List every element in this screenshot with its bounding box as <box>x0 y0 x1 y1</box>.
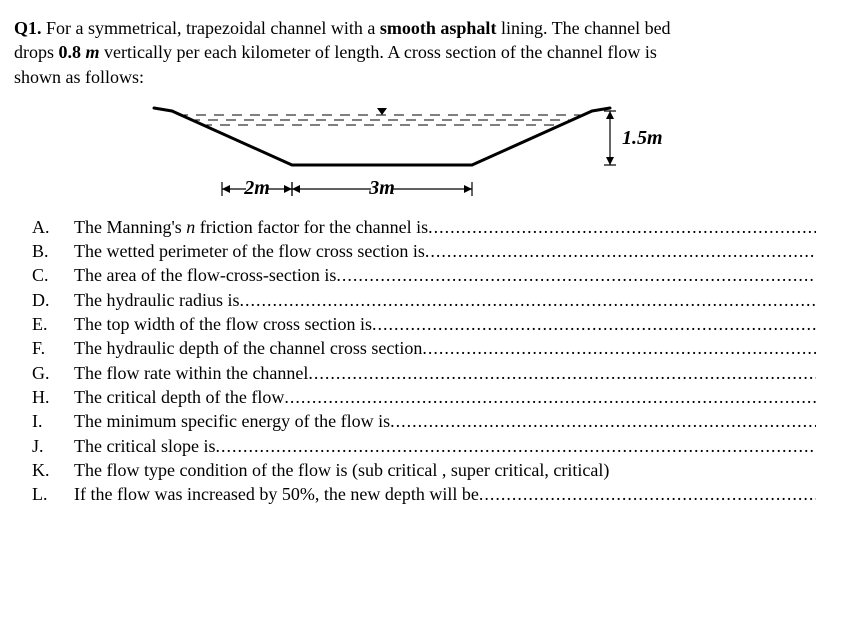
dot-leader <box>239 288 816 312</box>
item-letter: J. <box>32 434 74 458</box>
channel-diagram: 2m 3m 1.5m <box>137 95 697 205</box>
svg-text:1.5m: 1.5m <box>622 127 663 149</box>
item-letter: L. <box>32 482 74 506</box>
header-text-2a: drops <box>14 42 59 62</box>
header-ital-2: m <box>86 42 100 62</box>
dot-leader <box>479 482 816 506</box>
question-list: A.The Manning's n friction factor for th… <box>14 215 820 507</box>
header-text-3: shown as follows: <box>14 67 144 87</box>
question-item: L.If the flow was increased by 50%, the … <box>32 482 816 506</box>
item-text: The Manning's n friction factor for the … <box>74 215 428 239</box>
item-text: The hydraulic radius is <box>74 288 239 312</box>
question-item: B.The wetted perimeter of the flow cross… <box>32 239 816 263</box>
item-letter: F. <box>32 336 74 360</box>
item-letter: H. <box>32 385 74 409</box>
dot-leader <box>372 312 816 336</box>
question-item: G.The flow rate within the channel <box>32 361 816 385</box>
item-text: The area of the flow-cross-section is <box>74 263 336 287</box>
item-letter: A. <box>32 215 74 239</box>
question-item: J.The critical slope is <box>32 434 816 458</box>
dot-leader <box>428 215 816 239</box>
header-text-1a: For a symmetrical, trapezoidal channel w… <box>42 18 380 38</box>
dot-leader <box>215 434 816 458</box>
dot-leader <box>308 361 816 385</box>
item-letter: C. <box>32 263 74 287</box>
question-item: K.The flow type condition of the flow is… <box>32 458 816 482</box>
dot-leader <box>284 385 816 409</box>
item-letter: E. <box>32 312 74 336</box>
dot-leader <box>422 336 816 360</box>
item-text: The critical slope is <box>74 434 215 458</box>
header-text-1b: lining. The channel bed <box>496 18 670 38</box>
channel-diagram-wrap: 2m 3m 1.5m <box>14 95 820 205</box>
item-text: The critical depth of the flow <box>74 385 284 409</box>
header-bold-2: 0.8 <box>59 42 86 62</box>
dot-leader <box>336 263 816 287</box>
item-letter: K. <box>32 458 74 482</box>
question-item: C.The area of the flow-cross-section is <box>32 263 816 287</box>
italic-n: n <box>186 217 195 237</box>
svg-text:3m: 3m <box>368 177 395 199</box>
question-number: Q1. <box>14 18 42 38</box>
header-text-2b: vertically per each kilometer of length.… <box>100 42 657 62</box>
question-item: H.The critical depth of the flow <box>32 385 816 409</box>
item-letter: D. <box>32 288 74 312</box>
question-header: Q1. For a symmetrical, trapezoidal chann… <box>14 16 820 89</box>
item-letter: B. <box>32 239 74 263</box>
page: Q1. For a symmetrical, trapezoidal chann… <box>0 0 842 644</box>
header-bold-1: smooth asphalt <box>380 18 497 38</box>
item-text: The minimum specific energy of the flow … <box>74 409 390 433</box>
question-item: E.The top width of the flow cross sectio… <box>32 312 816 336</box>
item-text: The hydraulic depth of the channel cross… <box>74 336 422 360</box>
question-item: D.The hydraulic radius is <box>32 288 816 312</box>
item-letter: I. <box>32 409 74 433</box>
question-item: F.The hydraulic depth of the channel cro… <box>32 336 816 360</box>
question-item: I.The minimum specific energy of the flo… <box>32 409 816 433</box>
svg-text:2m: 2m <box>243 177 270 199</box>
item-text: The flow rate within the channel <box>74 361 308 385</box>
item-text: If the flow was increased by 50%, the ne… <box>74 482 479 506</box>
item-text: The flow type condition of the flow is (… <box>74 458 609 482</box>
item-text: The top width of the flow cross section … <box>74 312 372 336</box>
dot-leader <box>390 409 816 433</box>
item-text: The wetted perimeter of the flow cross s… <box>74 239 425 263</box>
question-item: A.The Manning's n friction factor for th… <box>32 215 816 239</box>
dot-leader <box>425 239 816 263</box>
item-letter: G. <box>32 361 74 385</box>
